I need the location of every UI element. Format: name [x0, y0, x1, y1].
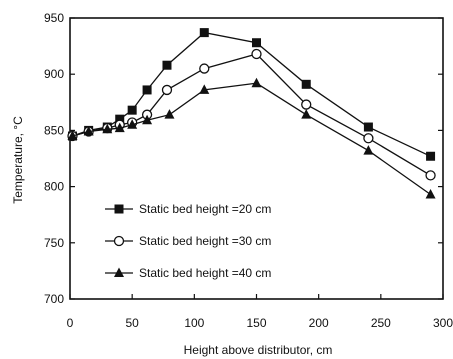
- data-point-circle: [199, 63, 210, 74]
- data-point-circle: [113, 235, 125, 247]
- series-layer: [67, 28, 436, 199]
- legend-label: Static bed height =40 cm: [139, 266, 271, 280]
- data-point-square: [363, 122, 373, 132]
- x-tick-label: 250: [371, 316, 391, 330]
- data-point-triangle: [199, 84, 210, 94]
- y-axis-title: Temperature, °C: [11, 116, 25, 204]
- data-point-triangle: [425, 188, 436, 199]
- legend-entry-3: Static bed height =40 cm: [105, 266, 271, 280]
- data-point-circle: [251, 48, 262, 60]
- data-point-square: [114, 204, 124, 214]
- data-point-triangle: [127, 119, 138, 129]
- legend-entry-2: Static bed height =30 cm: [105, 234, 271, 248]
- data-point-triangle: [301, 109, 312, 119]
- data-point-circle: [161, 84, 173, 96]
- data-point-square: [162, 60, 172, 70]
- data-point-circle: [425, 170, 436, 181]
- legend: Static bed height =20 cm Static bed heigh…: [105, 202, 271, 280]
- data-point-circle: [363, 133, 374, 144]
- data-point-triangle: [114, 267, 124, 277]
- y-tick-label: 850: [44, 123, 64, 137]
- x-axis-title: Height above distributor, cm: [184, 343, 333, 357]
- y-tick-label: 700: [44, 292, 64, 306]
- data-point-square: [199, 28, 209, 38]
- x-tick-label: 50: [125, 316, 139, 330]
- data-point-triangle: [363, 145, 374, 155]
- legend-label: Static bed height =20 cm: [139, 202, 271, 216]
- data-point-triangle: [83, 126, 94, 136]
- y-tick-label: 800: [44, 180, 64, 194]
- x-tick-label: 100: [184, 316, 204, 330]
- data-point-triangle: [114, 122, 125, 133]
- x-axis-ticks: 0 50 100 150 200 250 300: [67, 294, 453, 330]
- data-point-triangle: [102, 123, 113, 134]
- data-point-triangle: [251, 77, 262, 88]
- y-axis-ticks: 700 750 800 850 900 950: [44, 11, 443, 306]
- data-point-square: [426, 151, 436, 161]
- data-point-square: [142, 85, 152, 95]
- x-tick-label: 0: [67, 316, 74, 330]
- x-tick-label: 200: [309, 316, 329, 330]
- data-point-square: [127, 105, 137, 115]
- data-point-triangle: [142, 114, 153, 125]
- data-point-square: [301, 79, 311, 89]
- data-point-circle: [301, 99, 312, 110]
- data-point-triangle: [164, 109, 175, 119]
- data-point-square: [252, 38, 261, 48]
- y-tick-label: 900: [44, 67, 64, 81]
- data-point-square: [115, 114, 125, 124]
- data-point-triangle: [67, 130, 78, 141]
- legend-label: Static bed height =30 cm: [139, 234, 271, 248]
- y-tick-label: 750: [44, 236, 64, 250]
- y-tick-label: 950: [44, 11, 64, 25]
- x-tick-label: 300: [433, 316, 453, 330]
- x-tick-label: 150: [246, 316, 266, 330]
- series-3: [67, 77, 436, 199]
- legend-entry-1: Static bed height =20 cm: [105, 202, 271, 216]
